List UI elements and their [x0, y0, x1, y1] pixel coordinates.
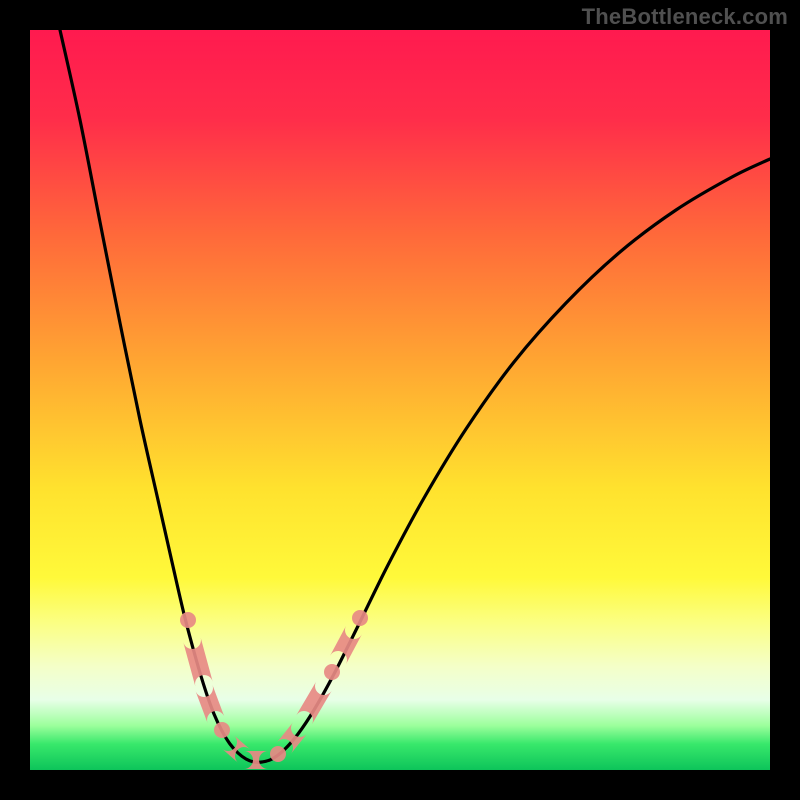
- marker: [324, 664, 340, 680]
- marker: [180, 612, 196, 628]
- watermark-text: TheBottleneck.com: [582, 4, 788, 30]
- chart-svg: [0, 0, 800, 800]
- gradient-background: [30, 30, 770, 770]
- marker: [270, 746, 286, 762]
- figure-root: TheBottleneck.com: [0, 0, 800, 800]
- marker: [352, 610, 368, 626]
- marker: [214, 722, 230, 738]
